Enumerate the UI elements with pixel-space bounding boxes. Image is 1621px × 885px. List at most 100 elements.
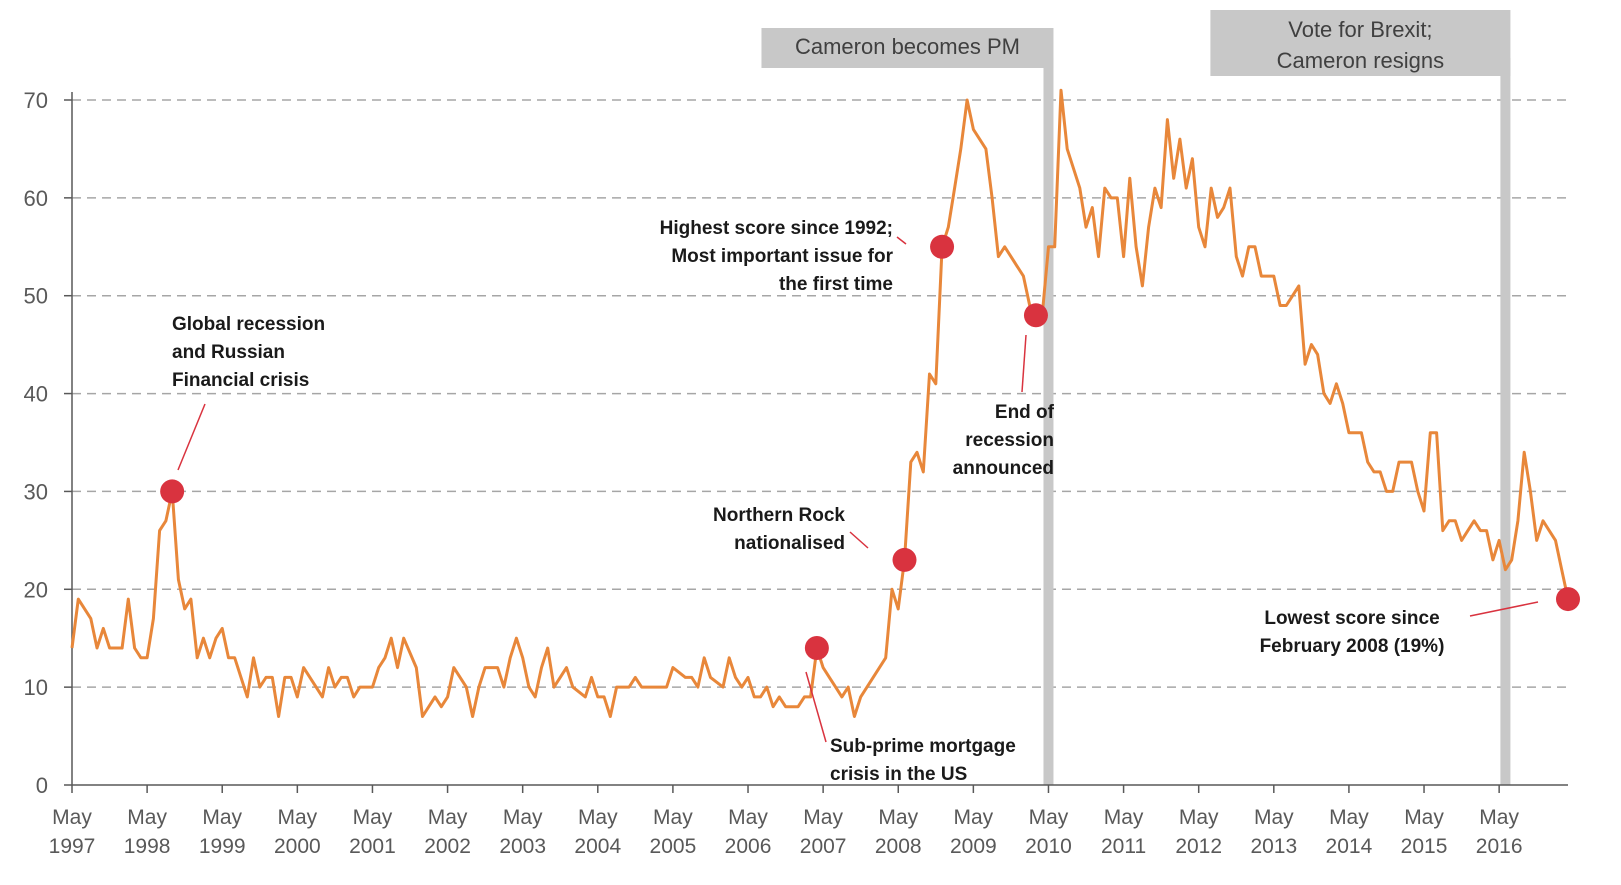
annotation-marker <box>804 636 829 660</box>
x-tick-month: May <box>202 806 242 829</box>
x-tick-year: 2004 <box>574 835 621 858</box>
annotation-label: End of recession announced <box>953 402 1055 479</box>
x-tick-label: May 1999 <box>199 806 246 858</box>
x-tick-label: May 2000 <box>274 806 321 858</box>
x-tick-label: May 2006 <box>725 806 772 858</box>
annotation-label-line: Most important issue for <box>671 246 893 267</box>
y-tick-label: 60 <box>24 186 48 211</box>
x-tick-month: May <box>428 806 468 829</box>
y-tick-label: 10 <box>24 675 48 700</box>
x-tick-label: May 2016 <box>1476 806 1523 858</box>
x-tick-month: May <box>503 806 543 829</box>
x-tick-month: May <box>653 806 693 829</box>
event-markers: Cameron becomes PM Vote for Brexit; Camero… <box>761 10 1511 785</box>
annotation-label-line: and Russian <box>172 342 285 363</box>
x-tick-label: May 2013 <box>1250 806 1297 858</box>
x-tick-year: 1997 <box>49 835 96 858</box>
x-tick-year: 1999 <box>199 835 246 858</box>
x-tick-label: May 2015 <box>1401 806 1448 858</box>
x-tick-label: May 1997 <box>49 806 96 858</box>
x-tick-year: 2001 <box>349 835 396 858</box>
annotation-label-line: nationalised <box>734 533 845 554</box>
annotation-leader <box>1021 334 1027 393</box>
annotation-label-line: crisis in the US <box>830 764 967 785</box>
annotation-label: Northern Rock nationalised <box>713 505 845 554</box>
x-tick-month: May <box>728 806 768 829</box>
annotation-marker <box>160 479 185 504</box>
annotation-label-line: Global recession <box>172 314 325 335</box>
x-tick-month: May <box>127 806 167 829</box>
event-label: Vote for Brexit; Cameron resigns <box>1277 17 1445 73</box>
x-tick-year: 2013 <box>1250 835 1297 858</box>
x-tick-year: 2002 <box>424 835 471 858</box>
event-label: Cameron becomes PM <box>795 34 1020 59</box>
event-label-box <box>1210 10 1511 76</box>
annotation-label: Highest score since 1992; Most important … <box>660 218 894 295</box>
x-tick-month: May <box>277 806 317 829</box>
series-layer <box>70 88 1570 718</box>
x-tick-year: 2006 <box>725 835 772 858</box>
event-label-box <box>761 28 1054 68</box>
x-tick-month: May <box>1404 806 1444 829</box>
x-tick-year: 2010 <box>1025 835 1072 858</box>
x-tick-label: May 1998 <box>124 806 171 858</box>
x-tick-label: May 2010 <box>1025 806 1072 858</box>
x-tick-year: 2012 <box>1175 835 1222 858</box>
y-tick-label: 30 <box>24 479 48 504</box>
x-tick-month: May <box>878 806 918 829</box>
annotation-marker <box>930 234 955 259</box>
annotation-label-line: Financial crisis <box>172 370 309 391</box>
annotation-label: Sub-prime mortgage crisis in the US <box>830 736 1016 785</box>
annotation-label-line: the first time <box>779 274 893 295</box>
x-tick-label: May 2001 <box>349 806 396 858</box>
x-tick-month: May <box>1029 806 1069 829</box>
annotation-marker <box>892 547 917 572</box>
annotation-label-line: February 2008 (19%) <box>1260 636 1445 657</box>
annotation-leader <box>896 236 907 245</box>
annotation-label: Global recession and Russian Financial cri… <box>172 314 325 391</box>
annotation-label-line: Northern Rock <box>713 505 845 526</box>
x-tick-label: May 2014 <box>1326 806 1373 858</box>
event-label-line: Cameron becomes PM <box>795 34 1020 59</box>
x-tick-month: May <box>353 806 393 829</box>
x-tick-month: May <box>578 806 618 829</box>
event-bar <box>1043 58 1054 785</box>
annotation-label-line: announced <box>953 458 1054 479</box>
annotation-leader <box>1469 601 1539 617</box>
x-tick-year: 2007 <box>800 835 847 858</box>
x-tick-month: May <box>1329 806 1369 829</box>
x-tick-month: May <box>1254 806 1294 829</box>
event-label-line: Cameron resigns <box>1277 48 1445 73</box>
annotations-layer: Global recession and Russian Financial cri… <box>160 218 1580 785</box>
annotation-label-line: End of <box>995 402 1055 423</box>
annotation-label: Lowest score since February 2008 (19%) <box>1260 608 1445 657</box>
x-tick-year: 2015 <box>1401 835 1448 858</box>
y-tick-label: 20 <box>24 577 48 602</box>
x-tick-label: May 2009 <box>950 806 997 858</box>
x-tick-label: May 2005 <box>650 806 697 858</box>
x-tick-month: May <box>803 806 843 829</box>
annotation-label-line: Lowest score since <box>1264 608 1439 629</box>
x-tick-label: May 2003 <box>499 806 546 858</box>
x-tick-label: May 2011 <box>1101 806 1146 858</box>
x-tick-year: 2003 <box>499 835 546 858</box>
annotation-label-line: Highest score since 1992; <box>660 218 893 239</box>
axes: 0 10 20 30 40 50 60 70 May 1997 May 1998 May 1999 May 2… <box>24 88 1568 858</box>
x-tick-label: May 2002 <box>424 806 471 858</box>
event-bar <box>1500 58 1511 785</box>
annotation-leader <box>805 671 827 743</box>
x-tick-year: 2016 <box>1476 835 1523 858</box>
x-tick-label: May 2008 <box>875 806 922 858</box>
x-tick-year: 2014 <box>1326 835 1373 858</box>
x-tick-year: 1998 <box>124 835 171 858</box>
x-tick-year: 2009 <box>950 835 997 858</box>
x-tick-year: 2000 <box>274 835 321 858</box>
x-tick-month: May <box>954 806 994 829</box>
x-tick-month: May <box>1479 806 1519 829</box>
annotation-label-line: recession <box>965 430 1054 451</box>
y-tick-label: 50 <box>24 284 48 309</box>
x-tick-label: May 2004 <box>574 806 621 858</box>
x-tick-year: 2011 <box>1101 835 1146 858</box>
annotation-label-line: Sub-prime mortgage <box>830 736 1016 757</box>
y-tick-label: 0 <box>36 773 48 798</box>
